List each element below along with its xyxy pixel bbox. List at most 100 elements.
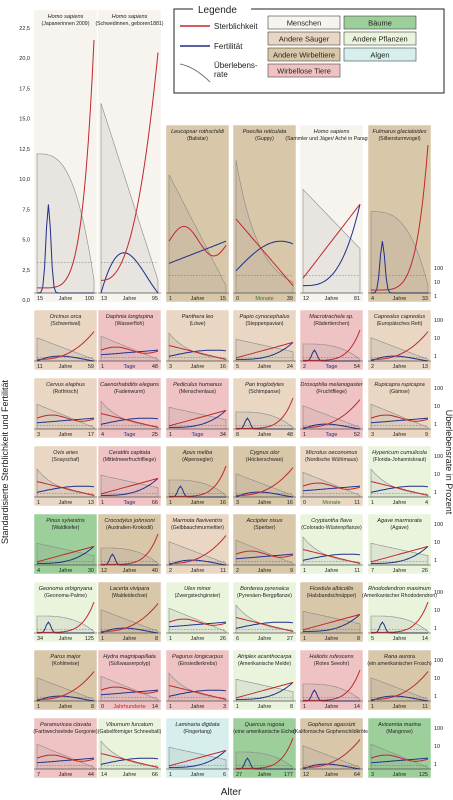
x-end-label: 11 bbox=[422, 704, 428, 710]
panel-papio-cynocephalus-steppenpavian: Papio cynocephalus(Steppenpavian) 5 Jahre 2… bbox=[232, 309, 297, 371]
x-unit-label: Jahrhunderte bbox=[113, 704, 145, 710]
legend-line-survival bbox=[179, 63, 211, 83]
panel-species-name: Capreolus capreolus bbox=[374, 314, 426, 320]
survival-curve bbox=[36, 403, 95, 430]
survival-curve bbox=[36, 677, 95, 702]
panel-common-name: (Fruchtfliege) bbox=[316, 389, 347, 395]
survival-curve bbox=[100, 103, 159, 294]
panel-common-name: (Fadenwurm) bbox=[114, 389, 145, 395]
legend-category-andere-s-uger: Andere Säuger bbox=[267, 31, 341, 46]
panel-common-name: (Amerikanischer Rhododendron) bbox=[362, 593, 437, 599]
legend-category-label: Bäume bbox=[368, 19, 392, 28]
panel-pediculus-humanus-menschenlaus: Pediculus humanus(Menschenlaus) 1 Tage 34 bbox=[165, 377, 230, 439]
panel-background bbox=[232, 513, 297, 575]
x-end-label: 11 bbox=[220, 568, 226, 574]
x-unit-label: Jahre bbox=[258, 364, 272, 370]
mortality-curve bbox=[169, 465, 227, 497]
right-tick-label: 100 bbox=[434, 266, 443, 272]
panel-common-name: (Farbwechselnde Gorgonie) bbox=[33, 729, 98, 735]
panel-background bbox=[299, 445, 364, 507]
x-start-label: 1 bbox=[371, 704, 374, 710]
panel-background bbox=[33, 445, 98, 507]
x-end-label: 13 bbox=[88, 500, 94, 506]
mortality-curve bbox=[236, 737, 294, 769]
fertility-curve bbox=[370, 757, 429, 764]
x-start-label: 12 bbox=[303, 296, 309, 302]
panel-rupicapra-rupicapra-g-mse: Rupicapra rupicapra(Gämse) 3 Jahre 9 bbox=[367, 377, 432, 439]
panel-poecilia-reticulata-guppy: Poecilia reticulata(Guppy) 0 Monate 39 bbox=[232, 124, 297, 303]
x-start-label: 3 bbox=[236, 500, 239, 506]
x-unit-label: Jahre bbox=[325, 568, 339, 574]
x-end-label: 6 bbox=[223, 772, 226, 778]
panel-ovis-aries-soayschaf: Ovis aries(Soayschaf) 1 Jahre 13 bbox=[33, 445, 98, 507]
fertility-curve bbox=[100, 689, 159, 696]
x-unit-label: Jahre bbox=[59, 636, 73, 642]
panel-common-name: (Florida-Johanniskraut) bbox=[373, 457, 427, 463]
right-tick-label: 100 bbox=[434, 590, 443, 596]
x-start-label: 27 bbox=[236, 772, 242, 778]
x-unit-label: Jahre bbox=[393, 364, 407, 370]
panel-species-name: Lacerta vivipara bbox=[110, 586, 150, 592]
x-unit-label: Jahre bbox=[393, 432, 407, 438]
x-start-label: 0 bbox=[236, 296, 239, 302]
panel-common-name: (Europäisches Reh) bbox=[377, 321, 423, 327]
x-unit-label: Jahre bbox=[258, 772, 272, 778]
x-end-label: 16 bbox=[220, 364, 226, 370]
panel-species-name: Ovis aries bbox=[53, 450, 78, 456]
panel-common-name: (Pyrenäen-Bergpflanze) bbox=[237, 593, 292, 599]
legend: Legende Sterblichkeit Fertilität Überleb… bbox=[173, 3, 445, 94]
panel-species-name: Homo sapiens bbox=[48, 14, 84, 20]
panel-accipiter-nisus-sperber: Accipiter nisus(Sperber) 2 Jahre 9 bbox=[232, 513, 297, 575]
panel-homo-sapiens-sammler-und-j-ger-ach-in-paraguay: Homo sapiens(Sammler und Jäger/ Aché in … bbox=[285, 124, 378, 303]
mortality-curve bbox=[370, 754, 429, 762]
panel-species-name: Leucopsar rothschildi bbox=[171, 129, 225, 135]
mortality-curve bbox=[100, 413, 159, 428]
mortality-curve bbox=[100, 346, 159, 354]
panel-common-name: (Colorado-Wüstenpflanze) bbox=[301, 525, 362, 531]
x-end-label: 125 bbox=[85, 636, 94, 642]
panel-common-name: (Wasserfloh) bbox=[115, 321, 144, 327]
x-unit-label: Jahre bbox=[59, 772, 73, 778]
panel-common-name: (Löwe) bbox=[190, 321, 206, 327]
left-tick-label: 2,5 bbox=[22, 268, 30, 274]
legend-category-wirbellose-tiere: Wirbellose Tiere bbox=[267, 63, 341, 78]
right-tick-label: 10 bbox=[434, 608, 440, 614]
panel-species-name: Homo sapiens bbox=[112, 14, 148, 20]
x-end-label: 33 bbox=[422, 296, 428, 302]
panel-common-name: (Gelbbauchmurmeltier) bbox=[171, 525, 224, 531]
x-unit-label: Tage bbox=[124, 364, 136, 370]
x-end-label: 14 bbox=[152, 704, 158, 710]
x-end-label: 66 bbox=[152, 500, 158, 506]
right-tick-label: 100 bbox=[434, 658, 443, 664]
panel-common-name: (Rothirsch) bbox=[53, 389, 79, 395]
right-tick-label: 100 bbox=[434, 318, 443, 324]
fertility-curve bbox=[302, 614, 361, 632]
panel-common-name: (Sammler und Jäger/ Aché in Paraguay) bbox=[285, 136, 378, 142]
panel-common-name: (Schwertwal) bbox=[51, 321, 81, 327]
mortality-curve bbox=[236, 467, 294, 496]
mortality-curve bbox=[235, 218, 294, 286]
panel-common-name: (Waldeidechse) bbox=[112, 593, 148, 599]
panel-species-name: Microtus oeconomus bbox=[306, 450, 358, 456]
x-start-label: 1 bbox=[303, 704, 306, 710]
x-end-label: 17 bbox=[88, 432, 94, 438]
x-start-label: 3 bbox=[371, 772, 374, 778]
panel-common-name: (Halsbandschnäpper) bbox=[307, 593, 357, 599]
legend-swatch bbox=[267, 15, 341, 30]
x-start-label: 0 bbox=[303, 500, 306, 506]
x-unit-label: Jahre bbox=[191, 704, 205, 710]
y-axis-label-right: Überlebensrate in Prozent bbox=[444, 410, 453, 515]
panel-background bbox=[232, 309, 297, 371]
x-start-label: 1 bbox=[169, 704, 172, 710]
panel-common-name: (Silbersturmvogel) bbox=[378, 136, 420, 142]
panel-species-name: Papio cynocephalus bbox=[239, 314, 289, 320]
panel-species-name: Crocodylus johnsoni bbox=[104, 518, 155, 524]
mortality-curve bbox=[36, 545, 95, 563]
right-tick-label: 1 bbox=[434, 694, 437, 700]
left-tick-label: 20,0 bbox=[19, 56, 30, 62]
panel-background bbox=[165, 124, 230, 303]
panel-background bbox=[367, 377, 432, 439]
panel-background bbox=[232, 124, 297, 303]
panel-laminaria-digitata-fingertang: Laminaria digitata(Fingertang) 1 Jahre 6 bbox=[165, 717, 230, 779]
panel-species-name: Orcinus orca bbox=[50, 314, 82, 320]
